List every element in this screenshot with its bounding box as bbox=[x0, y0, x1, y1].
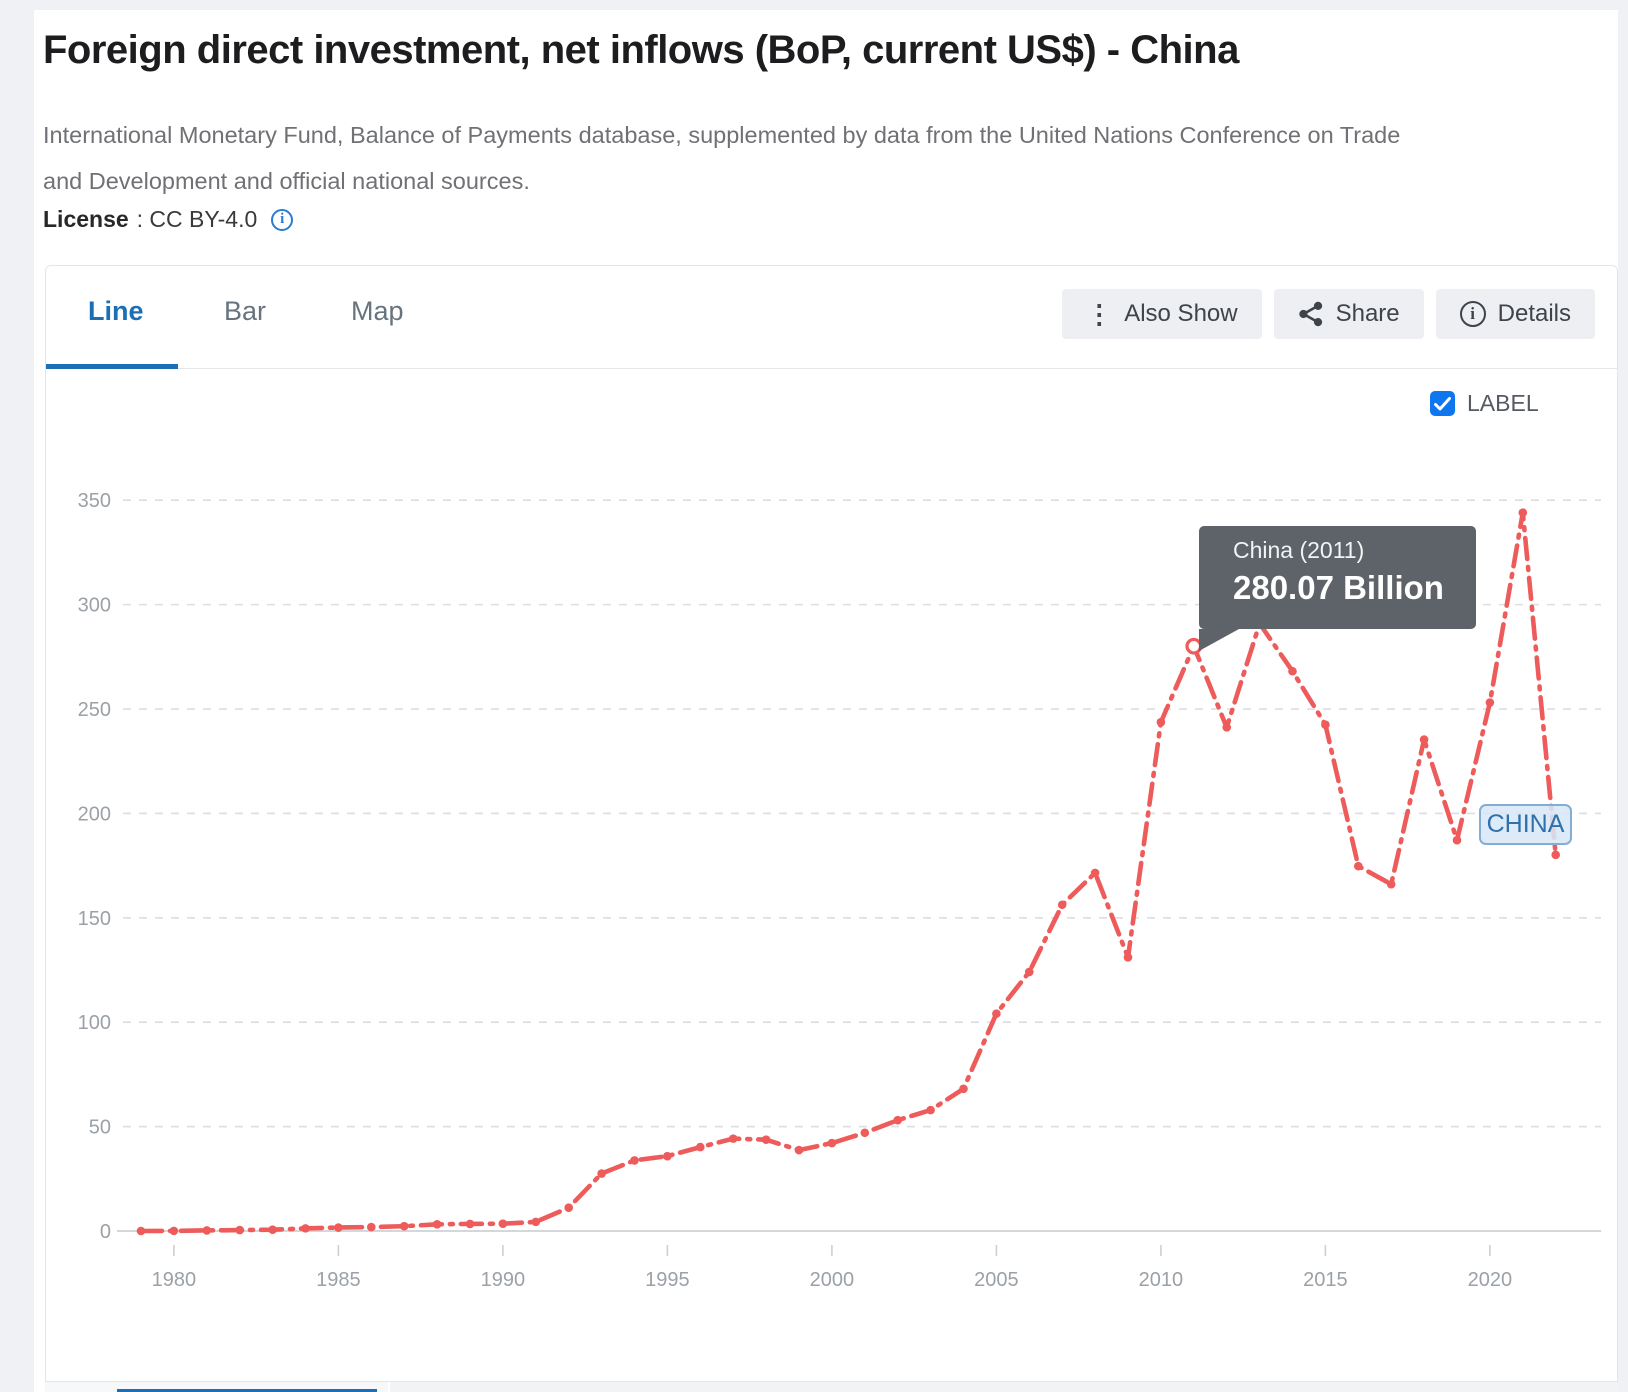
chart-card: Line Bar Map ⋮ Also Show Share i Details bbox=[45, 265, 1618, 1382]
license-info-icon[interactable]: i bbox=[271, 208, 294, 231]
tooltip-value: 280.07 Billion bbox=[1233, 569, 1444, 606]
svg-text:100: 100 bbox=[78, 1012, 111, 1034]
source-line-1: International Monetary Fund, Balance of … bbox=[43, 122, 1401, 148]
details-button[interactable]: i Details bbox=[1435, 289, 1595, 339]
toolbar: ⋮ Also Show Share i Details bbox=[1062, 289, 1595, 339]
chart-area: 0 50 100 150 200 250 300 350 1980 1985 1990 1995 200… bbox=[47, 371, 1618, 1383]
bottom-active-tab-underline bbox=[117, 1389, 377, 1392]
chart-svg[interactable]: 0 50 100 150 200 250 300 350 1980 1985 1990 1995 200… bbox=[47, 371, 1618, 1383]
table-header-cell-right bbox=[390, 1382, 1618, 1392]
license-label: License bbox=[43, 206, 129, 232]
datapoint-tooltip: China (2011) 280.07 Billion bbox=[1199, 526, 1476, 651]
also-show-button[interactable]: ⋮ Also Show bbox=[1062, 289, 1262, 339]
svg-text:1980: 1980 bbox=[152, 1269, 197, 1291]
license-row: License : CC BY-4.0 i bbox=[43, 206, 294, 233]
svg-text:0: 0 bbox=[100, 1221, 111, 1243]
svg-text:300: 300 bbox=[78, 595, 111, 617]
svg-text:150: 150 bbox=[78, 908, 111, 930]
svg-text:2000: 2000 bbox=[810, 1269, 855, 1291]
svg-text:2015: 2015 bbox=[1303, 1269, 1348, 1291]
label-checkbox[interactable] bbox=[1430, 391, 1455, 416]
share-button[interactable]: Share bbox=[1273, 289, 1424, 339]
source-line-2: and Development and official national so… bbox=[43, 168, 530, 194]
svg-text:250: 250 bbox=[78, 699, 111, 721]
info-circle-icon: i bbox=[1459, 301, 1486, 327]
next-section-edge bbox=[45, 1382, 1618, 1392]
active-tab-indicator bbox=[46, 364, 178, 369]
svg-text:1990: 1990 bbox=[481, 1269, 526, 1291]
svg-text:2005: 2005 bbox=[974, 1269, 1019, 1291]
tab-line[interactable]: Line bbox=[88, 296, 144, 326]
svg-text:1995: 1995 bbox=[645, 1269, 690, 1291]
check-icon bbox=[1434, 396, 1451, 410]
tooltip-title: China (2011) bbox=[1233, 537, 1365, 563]
tab-bar[interactable]: Bar bbox=[224, 296, 267, 326]
table-header-cell-left bbox=[45, 1382, 388, 1392]
details-label: Details bbox=[1497, 300, 1571, 327]
label-toggle-row: LABEL bbox=[1430, 390, 1539, 417]
svg-text:50: 50 bbox=[89, 1117, 111, 1139]
svg-text:2010: 2010 bbox=[1139, 1269, 1184, 1291]
chart-card-header: Line Bar Map ⋮ Also Show Share i Details bbox=[46, 266, 1617, 369]
license-value: : CC BY-4.0 bbox=[136, 206, 258, 232]
svg-text:1985: 1985 bbox=[316, 1269, 361, 1291]
share-label: Share bbox=[1335, 300, 1400, 327]
also-show-label: Also Show bbox=[1124, 300, 1238, 327]
source-description: International Monetary Fund, Balance of … bbox=[43, 112, 1573, 204]
label-toggle-text: LABEL bbox=[1467, 390, 1539, 416]
tab-map[interactable]: Map bbox=[351, 296, 404, 326]
kebab-icon: ⋮ bbox=[1086, 299, 1113, 329]
series-label-badge[interactable]: CHINA bbox=[1479, 804, 1572, 845]
svg-text:350: 350 bbox=[78, 490, 111, 512]
svg-text:2020: 2020 bbox=[1468, 1269, 1513, 1291]
svg-text:200: 200 bbox=[78, 803, 111, 825]
share-icon bbox=[1298, 301, 1324, 327]
page-title: Foreign direct investment, net inflows (… bbox=[43, 28, 1239, 72]
